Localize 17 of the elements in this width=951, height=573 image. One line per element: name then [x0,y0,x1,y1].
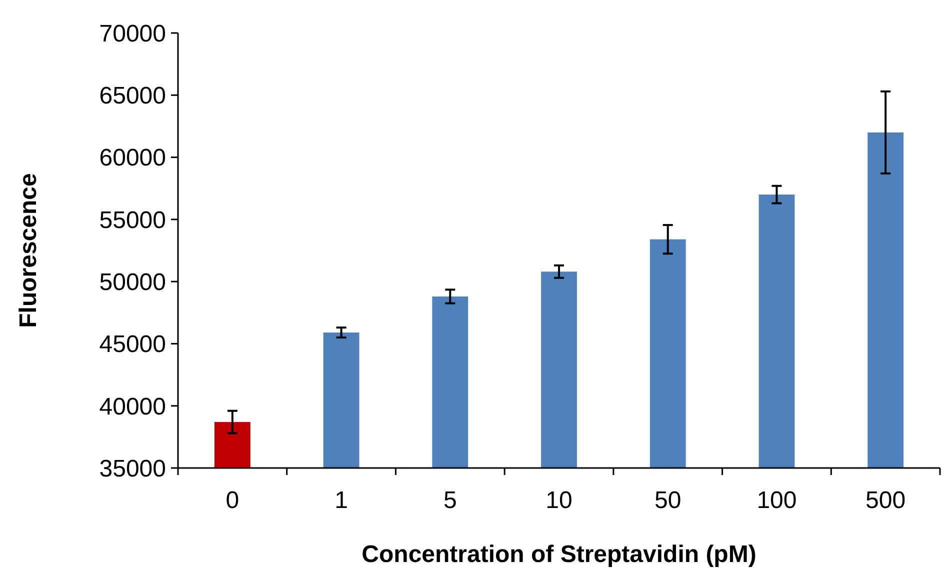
y-tick-label: 70000 [99,20,166,48]
y-tick-label: 45000 [99,331,166,358]
x-tick-label: 5 [443,487,457,514]
x-tick-label: 50 [654,487,682,514]
y-tick-label: 60000 [99,144,166,172]
x-axis-title: Concentration of Streptavidin (pM) [362,541,756,568]
y-tick-label: 40000 [99,393,166,420]
y-tick-label: 50000 [99,268,166,296]
y-tick-label: 35000 [99,455,166,482]
x-tick-label: 100 [756,487,797,514]
x-tick-label: 500 [866,487,906,514]
x-tick-label: 1 [334,487,348,514]
y-axis-title: Fluorescence [15,173,42,328]
x-tick-label: 0 [226,487,240,514]
y-tick-label: 65000 [99,82,166,110]
y-tick-label: 55000 [99,206,166,234]
x-tick-label: 10 [546,487,572,514]
